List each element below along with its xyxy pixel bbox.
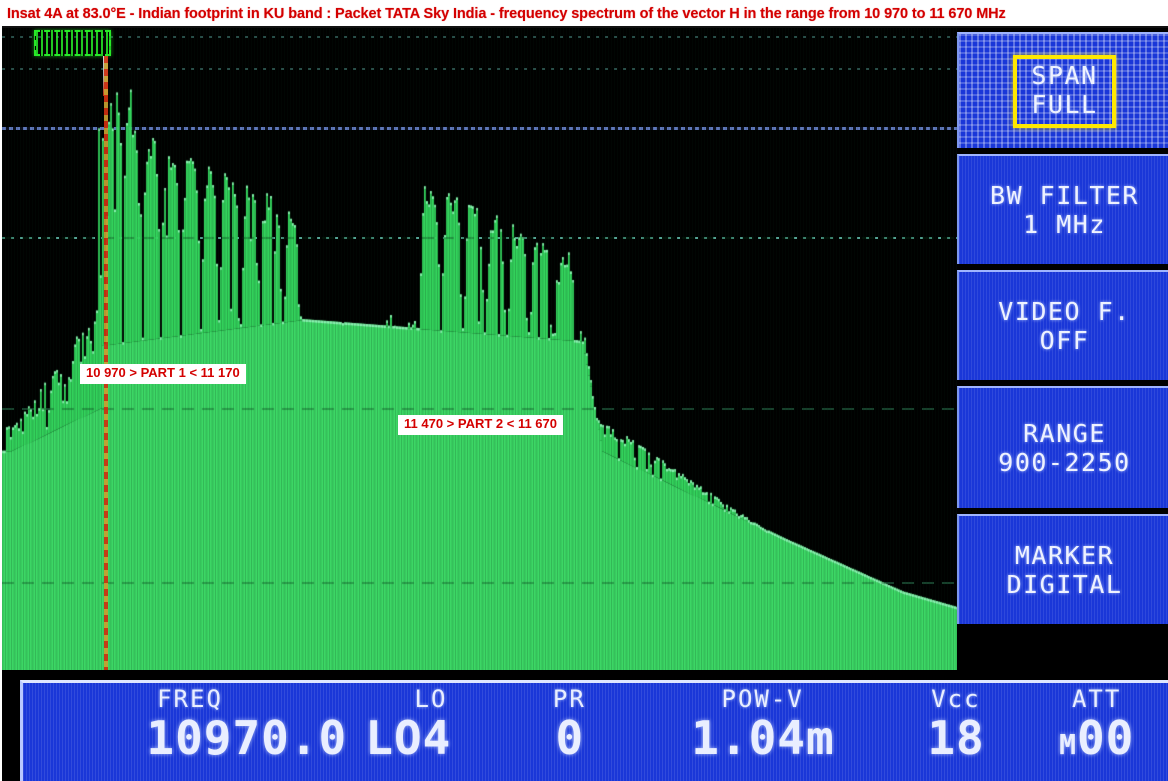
spectrum-plot: 10 970 > PART 1 < 11 170 11 470 > PART 2…	[2, 28, 1168, 670]
status-value-pow: 1.04m	[691, 711, 835, 765]
marker-cursor-line[interactable]	[104, 56, 108, 670]
status-value-att[interactable]: M00	[1020, 711, 1168, 765]
menu-button-marker-line2: DIGITAL	[1006, 570, 1123, 599]
menu-button-span[interactable]: SPAN FULL	[957, 32, 1168, 148]
status-values-row: 10970.0 LO4 0 1.04m 18 M00	[23, 711, 1168, 765]
page-title-bar: Insat 4A at 83.0°E - Indian footprint in…	[2, 2, 1168, 28]
status-labels-row: FREQ LO PR POW-V Vcc ATT	[23, 685, 1168, 713]
menu-button-bw-filter-line1: BW FILTER	[990, 180, 1139, 210]
menu-button-bw-filter-line2: 1 MHz	[1023, 210, 1106, 239]
annotation-part-1: 10 970 > PART 1 < 11 170	[80, 364, 246, 384]
status-label-vcc: Vcc	[931, 685, 981, 713]
marker-cursor-box[interactable]	[34, 30, 111, 56]
annotation-part-2: 11 470 > PART 2 < 11 670	[398, 415, 563, 435]
menu-button-range-line2: 900-2250	[998, 448, 1131, 477]
instrument-screen: 10 970 > PART 1 < 11 170 11 470 > PART 2…	[2, 28, 1168, 781]
menu-button-marker[interactable]: MARKER DIGITAL	[957, 514, 1168, 624]
status-label-pow: POW-V	[721, 685, 804, 713]
menu-button-span-line2: FULL	[1031, 90, 1098, 119]
status-value-lo[interactable]: LO4	[365, 711, 452, 765]
status-value-freq[interactable]: 10970.0	[146, 711, 348, 765]
status-label-freq: FREQ	[157, 685, 223, 713]
status-label-lo: LO	[414, 685, 448, 713]
status-value-pr[interactable]: 0	[555, 711, 585, 765]
status-value-att-prefix: M	[1059, 728, 1077, 761]
menu-button-video-filter-line2: OFF	[1039, 326, 1090, 355]
status-label-pr: PR	[552, 685, 586, 713]
span-selection-highlight: SPAN FULL	[1013, 54, 1116, 128]
status-bar-inner: FREQ LO PR POW-V Vcc ATT 10970.0 LO4 0 1…	[20, 680, 1168, 781]
menu-button-video-filter[interactable]: VIDEO F. OFF	[957, 270, 1168, 380]
page-title: Insat 4A at 83.0°E - Indian footprint in…	[7, 6, 1006, 22]
menu-button-marker-line1: MARKER	[1014, 540, 1115, 570]
screen-inner: 10 970 > PART 1 < 11 170 11 470 > PART 2…	[2, 28, 1168, 781]
status-value-vcc: 18	[927, 711, 985, 765]
menu-button-range-line1: RANGE	[1023, 418, 1106, 448]
menu-button-span-line1: SPAN	[1031, 60, 1098, 90]
menu-button-bw-filter[interactable]: BW FILTER 1 MHz	[957, 154, 1168, 264]
soft-key-menu: SPAN FULL BW FILTER 1 MHz VIDEO F. OFF R…	[957, 28, 1168, 670]
status-bar: FREQ LO PR POW-V Vcc ATT 10970.0 LO4 0 1…	[2, 670, 1168, 781]
status-label-att: ATT	[1071, 685, 1122, 713]
menu-button-video-filter-line1: VIDEO F.	[998, 296, 1131, 326]
status-value-att-number: 00	[1076, 711, 1135, 765]
menu-button-range[interactable]: RANGE 900-2250	[957, 386, 1168, 508]
